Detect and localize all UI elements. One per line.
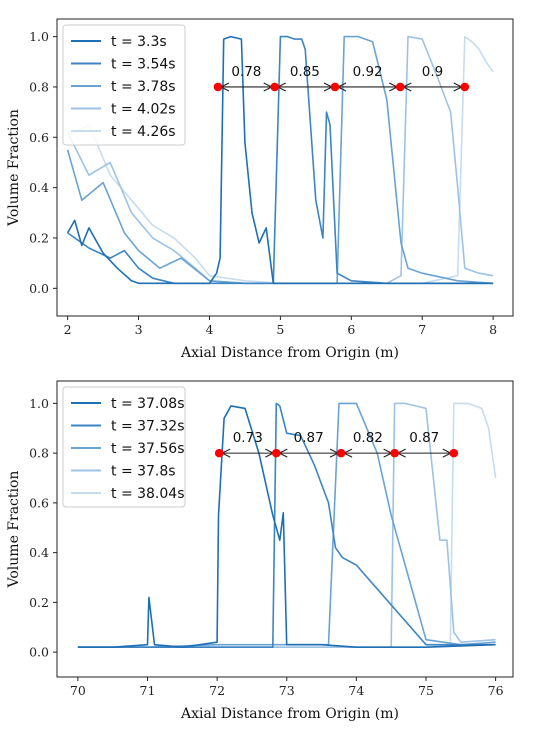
x-tick-label: 73 [279,683,295,698]
gap-annotation: 0.9 [422,64,443,80]
peak-marker [214,448,224,458]
arrow-head-right [388,82,398,92]
arrow-head-left [343,448,353,458]
arrow-head-right [453,82,463,92]
x-tick-label: 6 [347,322,355,337]
y-tick-label: 0.0 [29,645,49,660]
plot-frame [56,380,514,678]
arrow-head-right [263,82,272,92]
x-tick-label: 2 [64,322,72,337]
x-tick-label: 5 [276,322,284,337]
peak-marker [271,448,281,458]
arrow-head-left [221,448,231,458]
y-tick-label: 0.2 [29,595,49,610]
arrow-head-left [337,82,347,92]
chart-panel-2: 70 71 72 73 74 75 76 0.0 0.2 0.4 0.6 0.8 1.0 Axial Di… [6,380,514,722]
legend-label: t = 3.54s [111,57,176,73]
x-tick-label: 8 [489,322,497,337]
legend-box [62,24,186,146]
x-tick-label: 4 [205,322,213,337]
chart-panel-1: 2 3 4 5 6 7 8 0.0 0.2 0.4 0.6 0.8 1.0 Axial Distance … [6,18,514,361]
plot-frame [56,18,514,317]
legend-label: t = 4.26s [111,124,176,140]
x-tick-label: 75 [418,683,434,698]
arrow-head-right [442,448,452,458]
y-axis-label: Volume Fraction [6,109,22,227]
legend-label: t = 37.8s [111,464,176,480]
series-line-2 [67,35,494,285]
gap-annotation: 0.78 [231,64,261,80]
arrow-head-left [277,82,286,92]
legend-label: t = 37.32s [111,419,185,435]
peak-marker [395,82,405,92]
arrow-head-right [323,82,333,92]
series-line-1 [66,35,494,285]
legend-box [62,386,186,508]
arrow-head-right [383,448,392,458]
gap-annotation: 0.87 [409,430,439,446]
y-axis-label: Volume Fraction [6,471,22,589]
x-tick-label: 76 [488,683,504,698]
legend-label: t = 37.56s [111,441,185,457]
gap-annotation: 0.92 [353,64,383,80]
series-group [77,402,497,649]
y-tick-label: 0.6 [29,495,49,510]
gap-annotation: 0.82 [353,430,383,446]
x-tick-label: 72 [209,683,225,698]
peak-marker [449,448,459,458]
y-tick-label: 0.4 [29,180,49,195]
legend-label: t = 3.78s [111,79,176,95]
peak-marker [270,82,280,92]
peak-marker [460,82,470,92]
series-line-5 [67,35,494,285]
series-line-1 [77,405,496,649]
peak-marker [330,82,340,92]
y-tick-label: 0.8 [29,446,49,461]
legend-label: t = 4.02s [111,102,176,118]
x-tick-label: 3 [135,322,143,337]
legend-label: t = 3.3s [111,34,167,50]
arrow-head-left [279,448,288,458]
series-group [66,35,494,285]
legend-label: t = 37.08s [111,396,185,412]
gap-annotation: 0.73 [233,430,263,446]
series-line-3 [77,402,496,649]
gap-annotation: 0.87 [294,430,324,446]
peak-marker [336,448,346,458]
gap-annotation: 0.85 [290,64,320,80]
arrow-head-left [402,82,412,92]
y-tick-label: 0.6 [29,130,49,145]
series-line-2 [77,402,496,649]
peak-marker [213,82,223,92]
y-tick-label: 1.0 [29,396,49,411]
legend-label: t = 38.04s [111,486,185,502]
x-tick-label: 7 [418,322,426,337]
arrow-head-right [265,448,274,458]
peak-marker [390,448,399,458]
x-tick-label: 71 [140,683,156,698]
y-tick-label: 0.0 [29,281,49,296]
arrow-head-left [397,448,406,458]
y-tick-label: 0.4 [29,545,49,560]
x-axis-label: Axial Distance from Origin (m) [180,706,399,722]
x-axis-label: Axial Distance from Origin (m) [180,345,399,361]
y-tick-label: 0.8 [29,79,49,94]
y-tick-label: 0.2 [29,230,49,245]
arrow-head-left [220,82,230,92]
arrow-head-right [329,448,339,458]
y-tick-label: 1.0 [29,29,49,44]
x-tick-label: 74 [348,683,364,698]
x-tick-label: 70 [70,683,86,698]
